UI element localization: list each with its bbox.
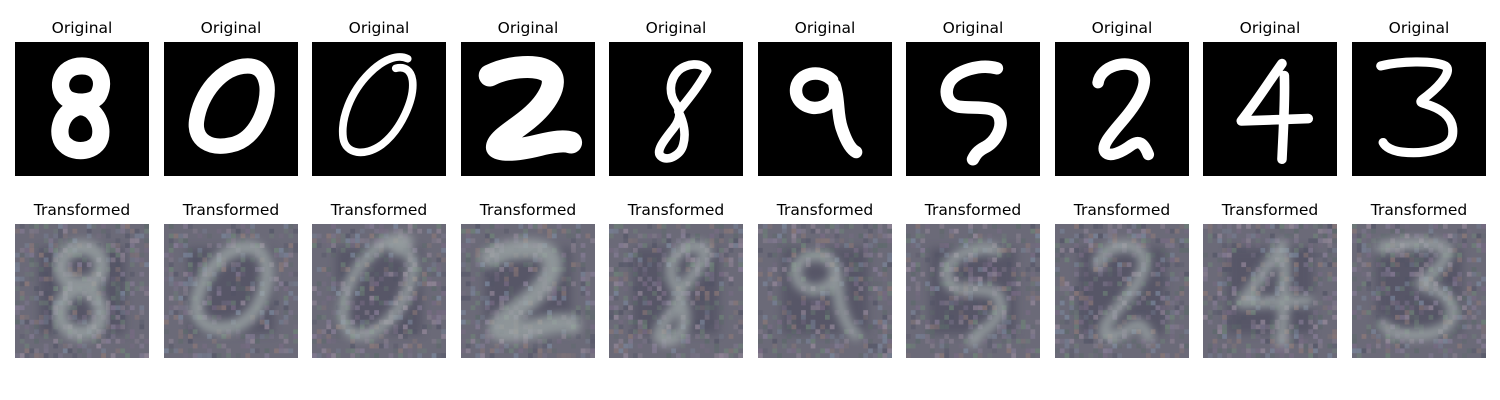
panel-title: Transformed [1370,201,1468,219]
digit-stroke [478,56,583,161]
panel-title: Transformed [479,201,577,219]
panel-title: Original [348,19,410,37]
original-digit-image-3 [1352,42,1486,176]
transformed-digit-image-3 [1352,224,1486,358]
panel-title: Original [645,19,707,37]
panel-title: Original [942,19,1004,37]
transformed-digit-image-5 [906,224,1040,358]
digit-stroke [1235,239,1315,347]
panel-title: Transformed [330,201,428,219]
transformed-digit-image-0 [164,224,298,358]
digit-stroke [654,60,712,163]
digit-stroke [790,249,862,340]
transformed-digit-image-8 [609,224,743,358]
digit-stroke [1376,57,1458,158]
digit-stroke [188,58,275,154]
panel-title: Original [1091,19,1153,37]
digit-stroke [189,241,275,335]
digit-stroke [1092,240,1155,343]
original-digit-image-2 [461,42,595,176]
digit-stroke [941,243,1007,347]
panel-title: Original [1239,19,1301,37]
panel-title: Original [200,19,262,37]
transformed-digit-image-4 [1203,224,1337,358]
panel-title: Transformed [776,201,874,219]
digit-stroke [1092,58,1155,161]
digit-stroke [51,57,111,160]
original-digit-image-5 [906,42,1040,176]
original-digit-image-8 [15,42,149,176]
digit-stroke [52,240,110,341]
digit-stroke [653,240,713,347]
digit-stroke [789,67,863,159]
image-background [1203,42,1337,176]
original-digit-image-0 [164,42,298,176]
panel-title: Transformed [627,201,725,219]
transformed-digit-image-0 [312,224,446,358]
transformed-digit-image-8 [15,224,149,358]
digit-stroke [940,60,1007,166]
panel-title: Original [497,19,559,37]
digit-stroke [337,233,419,341]
original-digit-image-0 [312,42,446,176]
transformed-digit-image-2 [461,224,595,358]
transformed-digit-image-2 [1055,224,1189,358]
panel-title: Transformed [182,201,280,219]
digit-stroke [1374,238,1459,341]
original-digit-image-2 [1055,42,1189,176]
original-digit-image-9 [758,42,892,176]
panel-title: Original [51,19,113,37]
original-digit-image-4 [1203,42,1337,176]
digit-stroke [479,239,581,342]
panel-title: Original [1388,19,1450,37]
transformed-digit-image-9 [758,224,892,358]
panel-title: Original [794,19,856,37]
panel-title: Transformed [33,201,131,219]
digit-stroke [1236,58,1314,165]
noise-pixels [15,224,149,358]
digit-stroke [338,53,417,157]
panel-title: Transformed [1073,201,1171,219]
panel-title: Transformed [924,201,1022,219]
original-digit-image-8 [609,42,743,176]
panel-title: Transformed [1221,201,1319,219]
